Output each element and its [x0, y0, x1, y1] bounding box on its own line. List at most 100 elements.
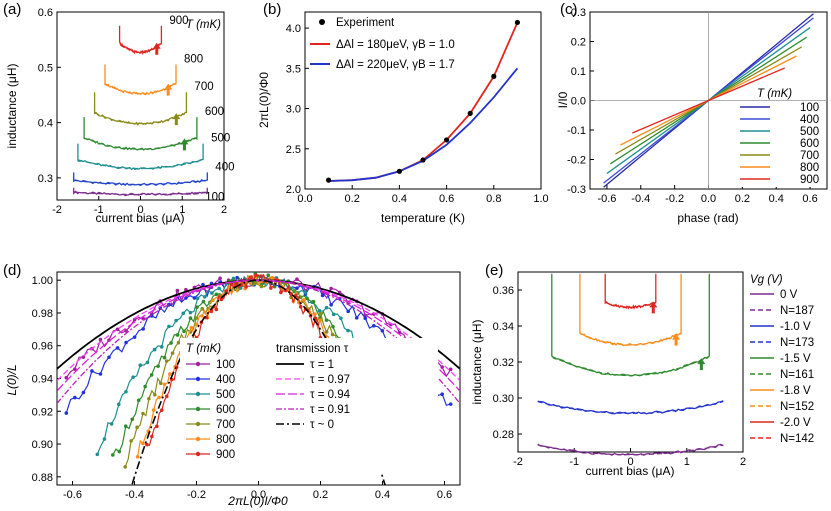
legend-item-100: 100 [216, 359, 235, 371]
series-point-400 [98, 372, 103, 376]
legend-item-3: N=173 [780, 337, 814, 349]
series-point-900 [219, 297, 224, 302]
x-axis-label: current bias (μA) [586, 464, 675, 478]
legend-marker-experiment [319, 19, 325, 25]
x-tick-label: 0.2 [735, 193, 750, 205]
plot-frame [56, 11, 225, 201]
series-fit-0 V [537, 444, 724, 456]
series-point-800 [211, 298, 215, 303]
x-tick-label: -0.2 [665, 193, 684, 205]
legend-title: T (mK) [186, 343, 221, 355]
legend-item-700: 700 [800, 150, 819, 162]
legend-item-2: -1.0 V [780, 321, 811, 333]
experiment-point [491, 73, 497, 79]
series-fit-100 [73, 191, 208, 196]
legend-item-700: 700 [216, 419, 235, 431]
y-tick-label: 0.2 [571, 37, 586, 49]
x-axis-label: current bias (μA) [96, 211, 185, 225]
series-point-500 [339, 316, 343, 321]
series-point-500 [202, 295, 207, 299]
legend-item-800: 800 [216, 434, 235, 446]
series-point-400 [201, 282, 205, 287]
y-tick-label: 0.94 [32, 374, 53, 386]
panel-b: 0.0 0.2 0.4 0.6 0.8 1.0 2.0 2.5 3.0 3.5 4.0 temper… [257, 11, 549, 225]
series-point-400 [192, 296, 197, 300]
series-line-600 [83, 117, 198, 151]
y-tick-label: 0.3 [38, 173, 53, 185]
series-point-400 [329, 302, 333, 307]
series-point-500 [116, 402, 121, 407]
series-point-500 [145, 360, 150, 365]
series-point-800 [248, 281, 253, 285]
series-label-500: 500 [211, 133, 230, 145]
series-point-400 [235, 275, 239, 280]
series-fit-700 [94, 112, 187, 125]
panel-d: -0.6 -0.4 -0.2 0.0 0.2 0.4 0.6 0.88 0.90 0.92 0.94… [5, 271, 461, 508]
series-point-900 [249, 275, 253, 279]
critical-current-arrow-700 [172, 113, 181, 126]
plot-frame [304, 11, 542, 190]
series-point-900 [244, 285, 248, 289]
series-fit-500 [77, 159, 204, 170]
legend-item-600: 600 [216, 404, 235, 416]
series-fit-900 [119, 42, 162, 53]
series-point-700 [129, 439, 133, 443]
y-tick-label: 3.5 [286, 63, 301, 75]
legend-item-tau-4: τ ~ 0 [310, 419, 334, 431]
legend-item-tau-0: τ = 1 [310, 359, 334, 371]
series-point-100 [73, 367, 77, 371]
y-tick-label: 0.0 [571, 96, 586, 108]
critical-current-arrow-600 [180, 138, 189, 151]
x-tick-label: 0.0 [297, 193, 312, 205]
series-point-900 [234, 282, 238, 286]
series-point-500 [181, 311, 186, 316]
series-point-800 [168, 372, 172, 376]
x-tick-label: 1 [684, 456, 690, 468]
series-fit--1.8 V [579, 332, 682, 346]
series-point-800 [157, 395, 161, 400]
series-point-100 [448, 367, 453, 372]
series-point-600 [311, 299, 316, 304]
legend-item-4: -1.5 V [780, 353, 811, 365]
legend-title: T (mK) [186, 19, 221, 31]
legend-item: ΔAl = 220μeV, γB = 1.7 [336, 59, 455, 71]
series-point-900 [254, 273, 258, 277]
y-tick-label: -0.1 [567, 125, 586, 137]
legend-marker-700 [195, 421, 201, 427]
series-point-700 [123, 465, 127, 469]
y-tick-label: 0.30 [493, 393, 514, 405]
series-label-600: 600 [205, 106, 224, 118]
y-tick-label: 0.92 [32, 406, 53, 418]
series-label-800: 800 [184, 54, 203, 66]
legend-item-900: 900 [800, 174, 819, 186]
series-label-700: 700 [194, 81, 213, 93]
x-tick-label: 0.4 [375, 489, 390, 501]
series-point-800 [189, 325, 194, 330]
x-axis-label: phase (rad) [677, 211, 738, 225]
series-point-400 [73, 395, 77, 400]
series-label-400: 400 [215, 161, 234, 173]
series-point-600 [214, 292, 219, 297]
series-point-100 [132, 317, 137, 322]
critical-current-arrow-800 [164, 83, 173, 96]
series-point-500 [124, 389, 128, 394]
series-point-100 [115, 327, 120, 332]
series-point-600 [195, 305, 199, 309]
x-tick-label: -0.2 [187, 489, 206, 501]
series-label-900: 900 [169, 15, 188, 27]
y-tick-label: 0.4 [38, 118, 53, 130]
series-point-100 [218, 276, 222, 281]
y-tick-label: 0.96 [32, 341, 53, 353]
series-point-700 [200, 306, 205, 311]
series-line-900 [632, 67, 785, 134]
legend-marker-600 [195, 406, 201, 412]
series-point-800 [141, 441, 145, 446]
legend-item: Experiment [336, 17, 395, 29]
legend: Experiment ΔAl = 180μeV, γB = 1.0 ΔAl = … [310, 17, 455, 71]
series-point-600 [188, 316, 193, 320]
legend-item-500: 500 [800, 126, 819, 138]
legend: 100 400 500 600 700 800 900 τ = 1 τ = 0.97 τ = 0.… [186, 359, 351, 461]
series-point-100 [64, 375, 69, 380]
series-point-700 [153, 392, 157, 397]
legend-item-600: 600 [800, 138, 819, 150]
